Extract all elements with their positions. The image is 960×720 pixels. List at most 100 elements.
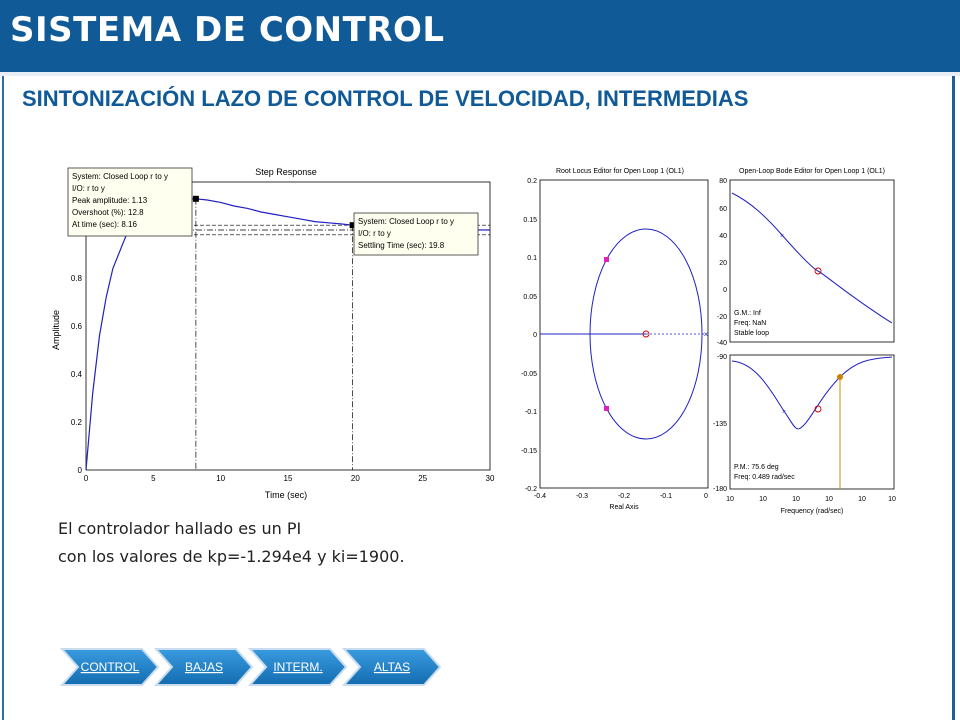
description-text: El controlador hallado es un PI con los … [58,515,405,571]
zero-marker [642,330,650,338]
svg-text:0: 0 [533,332,537,339]
description-line-2: con los valores de kp=-1.294e4 y ki=1900… [58,547,405,566]
svg-text:-135: -135 [713,421,727,428]
step-xtick: 10 [216,474,225,483]
svg-text:-90: -90 [717,354,727,361]
step-response-figure: Step Response 05101520253000.20.40.60.81… [46,160,498,505]
svg-text:-0.2: -0.2 [525,486,537,493]
nav-label-control[interactable]: CONTROL [81,660,140,674]
step-xtick: 20 [351,474,360,483]
svg-text:-0.3: -0.3 [576,493,588,500]
svg-text:0.1: 0.1 [527,255,537,262]
step-ytick: 0.8 [71,274,83,283]
step-ylabel: Amplitude [51,310,61,350]
root-locus-xlabel: Real Axis [609,504,639,511]
bode-mag-info: G.M.: Inf Freq: NaN Stable loop [734,310,769,337]
svg-text:G.M.: Inf: G.M.: Inf [734,310,761,317]
step-xlabel: Time (sec) [265,490,307,500]
svg-text:Settling Time (sec): 19.8: Settling Time (sec): 19.8 [358,241,445,250]
bode-title: Open-Loop Bode Editor for Open Loop 1 (O… [739,168,885,175]
svg-text:10: 10 [858,496,866,503]
step-ytick: 0.4 [71,370,83,379]
bode-phase-info: P.M.: 75.6 deg Freq: 0.489 rad/sec [734,464,795,481]
svg-text:10: 10 [792,496,800,503]
step-xtick: 5 [151,474,156,483]
svg-text:0.15: 0.15 [523,217,537,224]
svg-text:P.M.: 75.6 deg: P.M.: 75.6 deg [734,464,779,471]
svg-text:I/O: r to y: I/O: r to y [358,229,391,238]
bode-figure: Open-Loop Bode Editor for Open Loop 1 (O… [712,163,902,518]
svg-text:60: 60 [719,206,727,213]
closed-loop-pole-upper[interactable] [604,257,609,262]
svg-text:Freq: 0.489 rad/sec: Freq: 0.489 rad/sec [734,474,795,481]
step-xtick: 0 [84,474,89,483]
locus-ellipse [589,228,703,440]
root-locus-figure: Root Locus Editor for Open Loop 1 (OL1) … [510,163,712,513]
root-locus-xticks: -0.4 -0.3 -0.2 -0.1 0 [534,493,708,500]
svg-text:0: 0 [704,493,708,500]
left-border [2,76,4,720]
root-locus-yticks: 0.2 0.15 0.1 0.05 0 -0.05 -0.1 -0.15 -0.… [521,178,537,493]
bode-magnitude-axes [729,179,895,343]
svg-text:-0.1: -0.1 [525,409,537,416]
svg-text:-0.05: -0.05 [521,371,537,378]
mag-zero-marker [814,267,822,275]
svg-text:10: 10 [726,496,734,503]
svg-text:System: Closed Loop r to y: System: Closed Loop r to y [358,217,454,226]
pole-marker: × [704,330,709,339]
svg-text:20: 20 [719,260,727,267]
bode-magnitude-curve [731,192,893,324]
bode-phase-yticks: -90 -135 -180 [713,354,727,493]
svg-text:10: 10 [825,496,833,503]
nav-item-bajas[interactable]: BAJAS [153,648,254,686]
bode-xticks: 10 10 10 10 10 10 [726,496,896,503]
bode-xlabel: Frequency (rad/sec) [781,508,844,515]
svg-text:System: Closed Loop r to y: System: Closed Loop r to y [72,172,168,181]
step-ytick: 0.6 [71,322,83,331]
peak-marker[interactable] [192,195,199,202]
step-ytick: 0 [78,466,83,475]
svg-text:-0.2: -0.2 [618,493,630,500]
section-subtitle: SINTONIZACIÓN LAZO DE CONTROL DE VELOCID… [22,86,749,111]
section-nav: CONTROL BAJAS INTERM. ALTAS [59,648,442,686]
svg-text:0.05: 0.05 [523,294,537,301]
svg-text:-180: -180 [713,486,727,493]
svg-text:-20: -20 [717,314,727,321]
step-xtick: 25 [418,474,427,483]
svg-text:Stable loop: Stable loop [734,330,769,337]
bode-mag-yticks: 80 60 40 20 0 -20 -40 [717,178,727,347]
svg-text:0: 0 [723,287,727,294]
svg-text:Overshoot (%): 12.8: Overshoot (%): 12.8 [72,208,144,217]
nav-label-bajas[interactable]: BAJAS [185,660,223,674]
phase-margin-marker[interactable] [837,374,843,380]
svg-text:0.2: 0.2 [527,178,537,185]
svg-text:I/O: r to y: I/O: r to y [72,184,105,193]
svg-text:At time (sec): 8.16: At time (sec): 8.16 [72,220,137,229]
step-ytick: 0.2 [71,418,83,427]
nav-label-altas[interactable]: ALTAS [374,660,410,674]
svg-text:10: 10 [759,496,767,503]
svg-text:-0.15: -0.15 [521,448,537,455]
nav-item-interm[interactable]: INTERM. [247,648,348,686]
step-xtick: 15 [284,474,293,483]
settling-tooltip: System: Closed Loop r to y I/O: r to y S… [353,212,479,256]
peak-tooltip: System: Closed Loop r to y I/O: r to y P… [67,167,193,237]
svg-text:-0.1: -0.1 [660,493,672,500]
closed-loop-pole-lower[interactable] [604,406,609,411]
settling-marker[interactable] [349,222,356,229]
svg-text:-40: -40 [717,340,727,347]
mag-pole-marker: × [780,233,784,240]
svg-text:40: 40 [719,233,727,240]
nav-label-interm[interactable]: INTERM. [273,660,322,674]
bode-phase-curve [731,356,893,430]
step-plot-title: Step Response [255,167,317,177]
nav-item-altas[interactable]: ALTAS [341,648,442,686]
phase-pole-marker: × [782,409,786,416]
svg-text:80: 80 [719,178,727,185]
phase-zero-marker [814,405,822,413]
svg-text:-0.4: -0.4 [534,493,546,500]
root-locus-title: Root Locus Editor for Open Loop 1 (OL1) [556,168,684,175]
nav-item-control[interactable]: CONTROL [59,648,160,686]
header-bar: SISTEMA DE CONTROL [0,0,960,76]
svg-text:Freq: NaN: Freq: NaN [734,320,766,327]
